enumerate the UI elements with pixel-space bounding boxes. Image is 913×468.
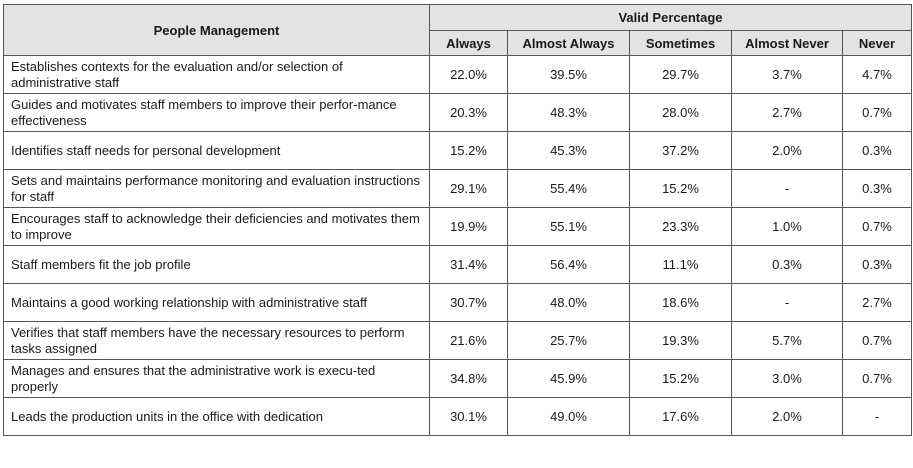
row-label: Verifies that staff members have the nec… <box>3 321 430 360</box>
cell-always: 19.9% <box>429 207 508 246</box>
cell-always: 20.3% <box>429 93 508 132</box>
header-sometimes: Sometimes <box>629 30 732 56</box>
cell-almost-always: 45.3% <box>507 131 630 170</box>
cell-sometimes: 11.1% <box>629 245 732 284</box>
header-always: Always <box>429 30 508 56</box>
cell-never: 0.7% <box>842 207 912 246</box>
cell-never: - <box>842 397 912 436</box>
header-people-management: People Management <box>3 4 430 56</box>
cell-almost-always: 49.0% <box>507 397 630 436</box>
cell-always: 31.4% <box>429 245 508 284</box>
row-label: Leads the production units in the office… <box>3 397 430 436</box>
cell-almost-never: - <box>731 169 843 208</box>
cell-never: 2.7% <box>842 283 912 322</box>
cell-never: 0.3% <box>842 245 912 284</box>
cell-sometimes: 29.7% <box>629 55 732 94</box>
cell-almost-always: 56.4% <box>507 245 630 284</box>
table-row: Leads the production units in the office… <box>3 397 912 436</box>
cell-almost-always: 48.0% <box>507 283 630 322</box>
row-label: Establishes contexts for the evaluation … <box>3 55 430 94</box>
cell-almost-never: 2.0% <box>731 397 843 436</box>
row-label: Identifies staff needs for personal deve… <box>3 131 430 170</box>
table-row: Staff members fit the job profile 31.4% … <box>3 245 912 284</box>
table-row: Encourages staff to acknowledge their de… <box>3 207 912 246</box>
cell-always: 15.2% <box>429 131 508 170</box>
table-row: Guides and motivates staff members to im… <box>3 93 912 132</box>
row-label: Maintains a good working relationship wi… <box>3 283 430 322</box>
cell-always: 30.7% <box>429 283 508 322</box>
cell-almost-never: 3.0% <box>731 359 843 398</box>
cell-always: 29.1% <box>429 169 508 208</box>
cell-never: 0.3% <box>842 131 912 170</box>
cell-sometimes: 37.2% <box>629 131 732 170</box>
cell-never: 0.7% <box>842 321 912 360</box>
table-row: Verifies that staff members have the nec… <box>3 321 912 360</box>
cell-never: 0.3% <box>842 169 912 208</box>
cell-sometimes: 15.2% <box>629 359 732 398</box>
cell-almost-never: 1.0% <box>731 207 843 246</box>
cell-almost-never: 2.7% <box>731 93 843 132</box>
cell-almost-never: 5.7% <box>731 321 843 360</box>
table-row: Maintains a good working relationship wi… <box>3 283 912 322</box>
table-row: Sets and maintains performance monitorin… <box>3 169 912 208</box>
table-row: Establishes contexts for the evaluation … <box>3 55 912 94</box>
row-label: Manages and ensures that the administrat… <box>3 359 430 398</box>
cell-almost-always: 39.5% <box>507 55 630 94</box>
row-label: Staff members fit the job profile <box>3 245 430 284</box>
cell-sometimes: 17.6% <box>629 397 732 436</box>
cell-almost-always: 48.3% <box>507 93 630 132</box>
header-valid-percentage: Valid Percentage <box>429 4 912 31</box>
cell-always: 22.0% <box>429 55 508 94</box>
cell-almost-never: 2.0% <box>731 131 843 170</box>
cell-always: 30.1% <box>429 397 508 436</box>
cell-sometimes: 18.6% <box>629 283 732 322</box>
row-label: Sets and maintains performance monitorin… <box>3 169 430 208</box>
cell-never: 0.7% <box>842 93 912 132</box>
cell-almost-always: 55.1% <box>507 207 630 246</box>
header-almost-never: Almost Never <box>731 30 843 56</box>
row-label: Guides and motivates staff members to im… <box>3 93 430 132</box>
header-almost-always: Almost Always <box>507 30 630 56</box>
cell-sometimes: 28.0% <box>629 93 732 132</box>
cell-always: 21.6% <box>429 321 508 360</box>
cell-sometimes: 19.3% <box>629 321 732 360</box>
cell-almost-always: 55.4% <box>507 169 630 208</box>
table-row: Manages and ensures that the administrat… <box>3 359 912 398</box>
cell-almost-always: 45.9% <box>507 359 630 398</box>
cell-sometimes: 15.2% <box>629 169 732 208</box>
cell-sometimes: 23.3% <box>629 207 732 246</box>
cell-always: 34.8% <box>429 359 508 398</box>
cell-almost-always: 25.7% <box>507 321 630 360</box>
table-row: Identifies staff needs for personal deve… <box>3 131 912 170</box>
people-management-table: People Management Valid Percentage Alway… <box>3 4 912 436</box>
row-label: Encourages staff to acknowledge their de… <box>3 207 430 246</box>
header-never: Never <box>842 30 912 56</box>
cell-almost-never: 3.7% <box>731 55 843 94</box>
cell-never: 0.7% <box>842 359 912 398</box>
cell-almost-never: - <box>731 283 843 322</box>
cell-almost-never: 0.3% <box>731 245 843 284</box>
cell-never: 4.7% <box>842 55 912 94</box>
people-management-table-container: People Management Valid Percentage Alway… <box>3 4 912 436</box>
